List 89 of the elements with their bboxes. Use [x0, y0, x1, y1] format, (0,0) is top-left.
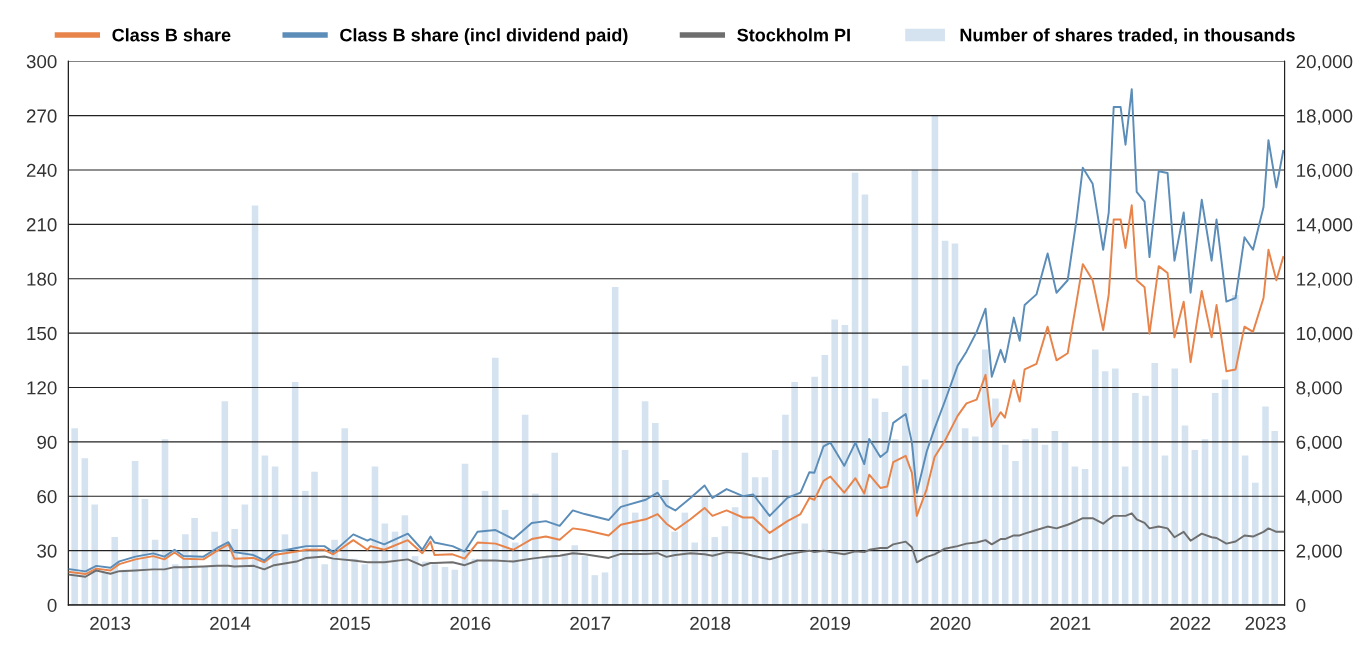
- bar: [992, 398, 999, 606]
- legend-label: Stockholm PI: [737, 28, 850, 42]
- bar: [1142, 395, 1149, 606]
- bar: [1151, 363, 1159, 606]
- y2-tick-label: 12,000: [1297, 272, 1353, 288]
- bar: [302, 490, 309, 606]
- y-tick-label: 150: [27, 326, 57, 341]
- bar: [311, 471, 318, 606]
- bar: [512, 542, 519, 606]
- x-tick-label: 2016: [450, 616, 491, 630]
- y-tick-label: 30: [37, 544, 57, 558]
- y-tick-label: 240: [26, 163, 57, 178]
- y2-tick-label: 2,000: [1296, 544, 1342, 560]
- line-series: [68, 512, 1285, 578]
- x-tick-label: 2022: [1170, 616, 1211, 630]
- line-series: [68, 88, 1285, 573]
- bar: [782, 414, 789, 606]
- bar: [662, 479, 669, 606]
- y2-tick-label: 14,000: [1297, 218, 1353, 234]
- bar: [631, 512, 639, 606]
- y-tick-label: 90: [37, 435, 57, 449]
- bar: [1112, 368, 1119, 606]
- x-tick-label: 2017: [570, 616, 611, 630]
- bar: [831, 319, 838, 606]
- y2-tick-label: 0: [1296, 598, 1306, 613]
- bar: [542, 556, 549, 606]
- bar: [1132, 392, 1139, 606]
- bar: [201, 566, 209, 606]
- x-tick-label: 2023: [1245, 616, 1286, 630]
- bar: [1091, 349, 1099, 606]
- bar: [431, 564, 439, 606]
- bar: [601, 572, 609, 606]
- y2-tick-label: 16,000: [1297, 163, 1353, 180]
- bar: [571, 545, 579, 606]
- y-tick-label: 60: [37, 490, 57, 504]
- bar: [182, 534, 189, 606]
- legend-label: Class B share: [112, 28, 231, 42]
- bar: [71, 428, 78, 606]
- x-tick-label: 2018: [690, 616, 731, 630]
- bar: [811, 376, 818, 606]
- bar: [551, 452, 559, 606]
- legend-label: Number of shares traded, in thousands: [960, 28, 1295, 45]
- legend-label: Class B share (incl dividend paid): [340, 28, 628, 46]
- x-tick-label: 2021: [1050, 616, 1091, 630]
- y-tick-label: 120: [27, 381, 57, 395]
- bar: [1262, 406, 1269, 606]
- x-tick-label: 2019: [810, 616, 851, 630]
- bar: [351, 558, 358, 606]
- bar: [1012, 460, 1019, 606]
- bar: [1211, 392, 1219, 606]
- y2-tick-label: 20,000: [1296, 54, 1353, 71]
- bar: [361, 564, 369, 606]
- bar: [341, 428, 349, 606]
- y-tick-label: 0: [47, 598, 57, 613]
- bar: [331, 539, 338, 606]
- bar: [211, 531, 218, 606]
- y-tick-label: 210: [26, 218, 57, 232]
- y-tick-label: 180: [27, 272, 57, 286]
- bar: [1271, 431, 1278, 606]
- x-tick-label: 2015: [330, 616, 371, 630]
- bar: [791, 382, 798, 606]
- bar: [1231, 295, 1239, 606]
- y2-tick-label: 4,000: [1296, 490, 1342, 506]
- bar: [1022, 439, 1029, 606]
- bar: [691, 542, 698, 606]
- bar: [902, 365, 909, 606]
- bar: [421, 561, 429, 606]
- y2-tick-label: 10,000: [1297, 326, 1353, 343]
- bar: [711, 537, 719, 606]
- y-tick-label: 270: [26, 109, 57, 123]
- line-series: [68, 204, 1285, 576]
- bar: [1001, 444, 1009, 606]
- bar: [191, 518, 198, 606]
- y2-tick-label: 18,000: [1297, 109, 1353, 125]
- bar: [771, 450, 779, 606]
- y-tick-label: 300: [26, 54, 57, 69]
- bar: [91, 504, 98, 606]
- bar: [532, 493, 539, 606]
- y2-tick-label: 6,000: [1296, 435, 1342, 452]
- bar: [491, 357, 499, 606]
- bar: [1252, 482, 1259, 606]
- x-tick-label: 2020: [930, 616, 971, 630]
- bar: [652, 422, 659, 606]
- x-tick-label: 2013: [90, 616, 131, 630]
- y2-tick-label: 8,000: [1296, 381, 1342, 397]
- bar: [972, 436, 979, 606]
- bar: [321, 564, 328, 606]
- x-tick-label: 2014: [210, 616, 251, 630]
- bar: [671, 531, 678, 606]
